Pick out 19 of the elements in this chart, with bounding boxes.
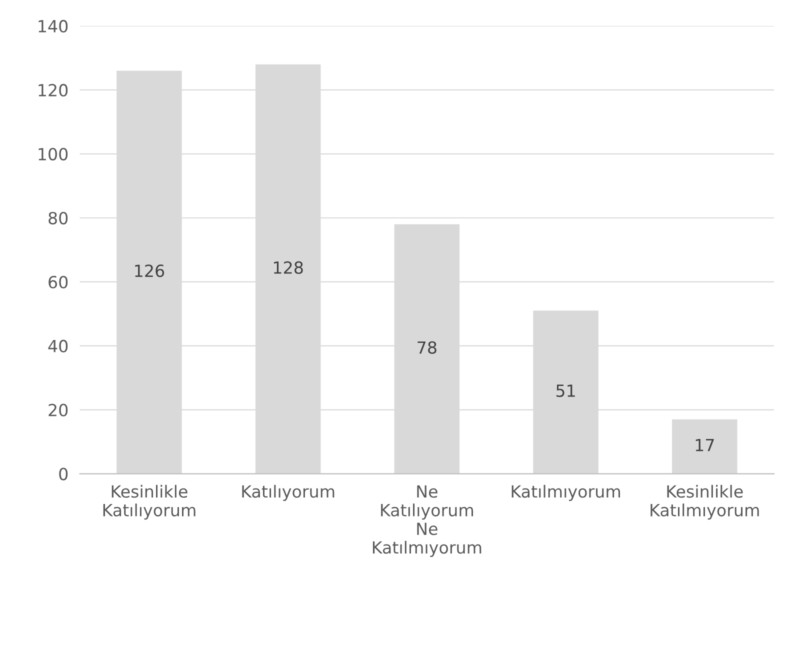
x-tick-label: Kesinlikle Katılmıyorum (650, 484, 759, 520)
data-label: 78 (418, 341, 436, 354)
x-tick-label: Ne Katılıyorum Ne Katılmıyorum (372, 485, 482, 557)
data-label: 126 (135, 264, 164, 278)
y-tick-label: 20 (48, 404, 68, 416)
bar (672, 419, 738, 474)
y-tick-label: 0 (59, 468, 68, 480)
data-label: 51 (556, 384, 575, 398)
x-tick-label: Katılıyorum (242, 484, 334, 502)
data-label: 128 (274, 261, 303, 274)
y-tick-label: 40 (48, 340, 68, 352)
y-tick-label: 80 (48, 212, 68, 224)
x-tick-label: Kesinlikle Katılıyorum (103, 484, 196, 520)
y-tick-label: 100 (38, 148, 68, 160)
x-tick-label: Katılmıyorum (512, 484, 620, 502)
data-label: 17 (696, 439, 714, 452)
y-tick-label: 140 (38, 20, 68, 33)
y-tick-label: 60 (48, 276, 68, 288)
y-tick-label: 120 (38, 84, 68, 96)
